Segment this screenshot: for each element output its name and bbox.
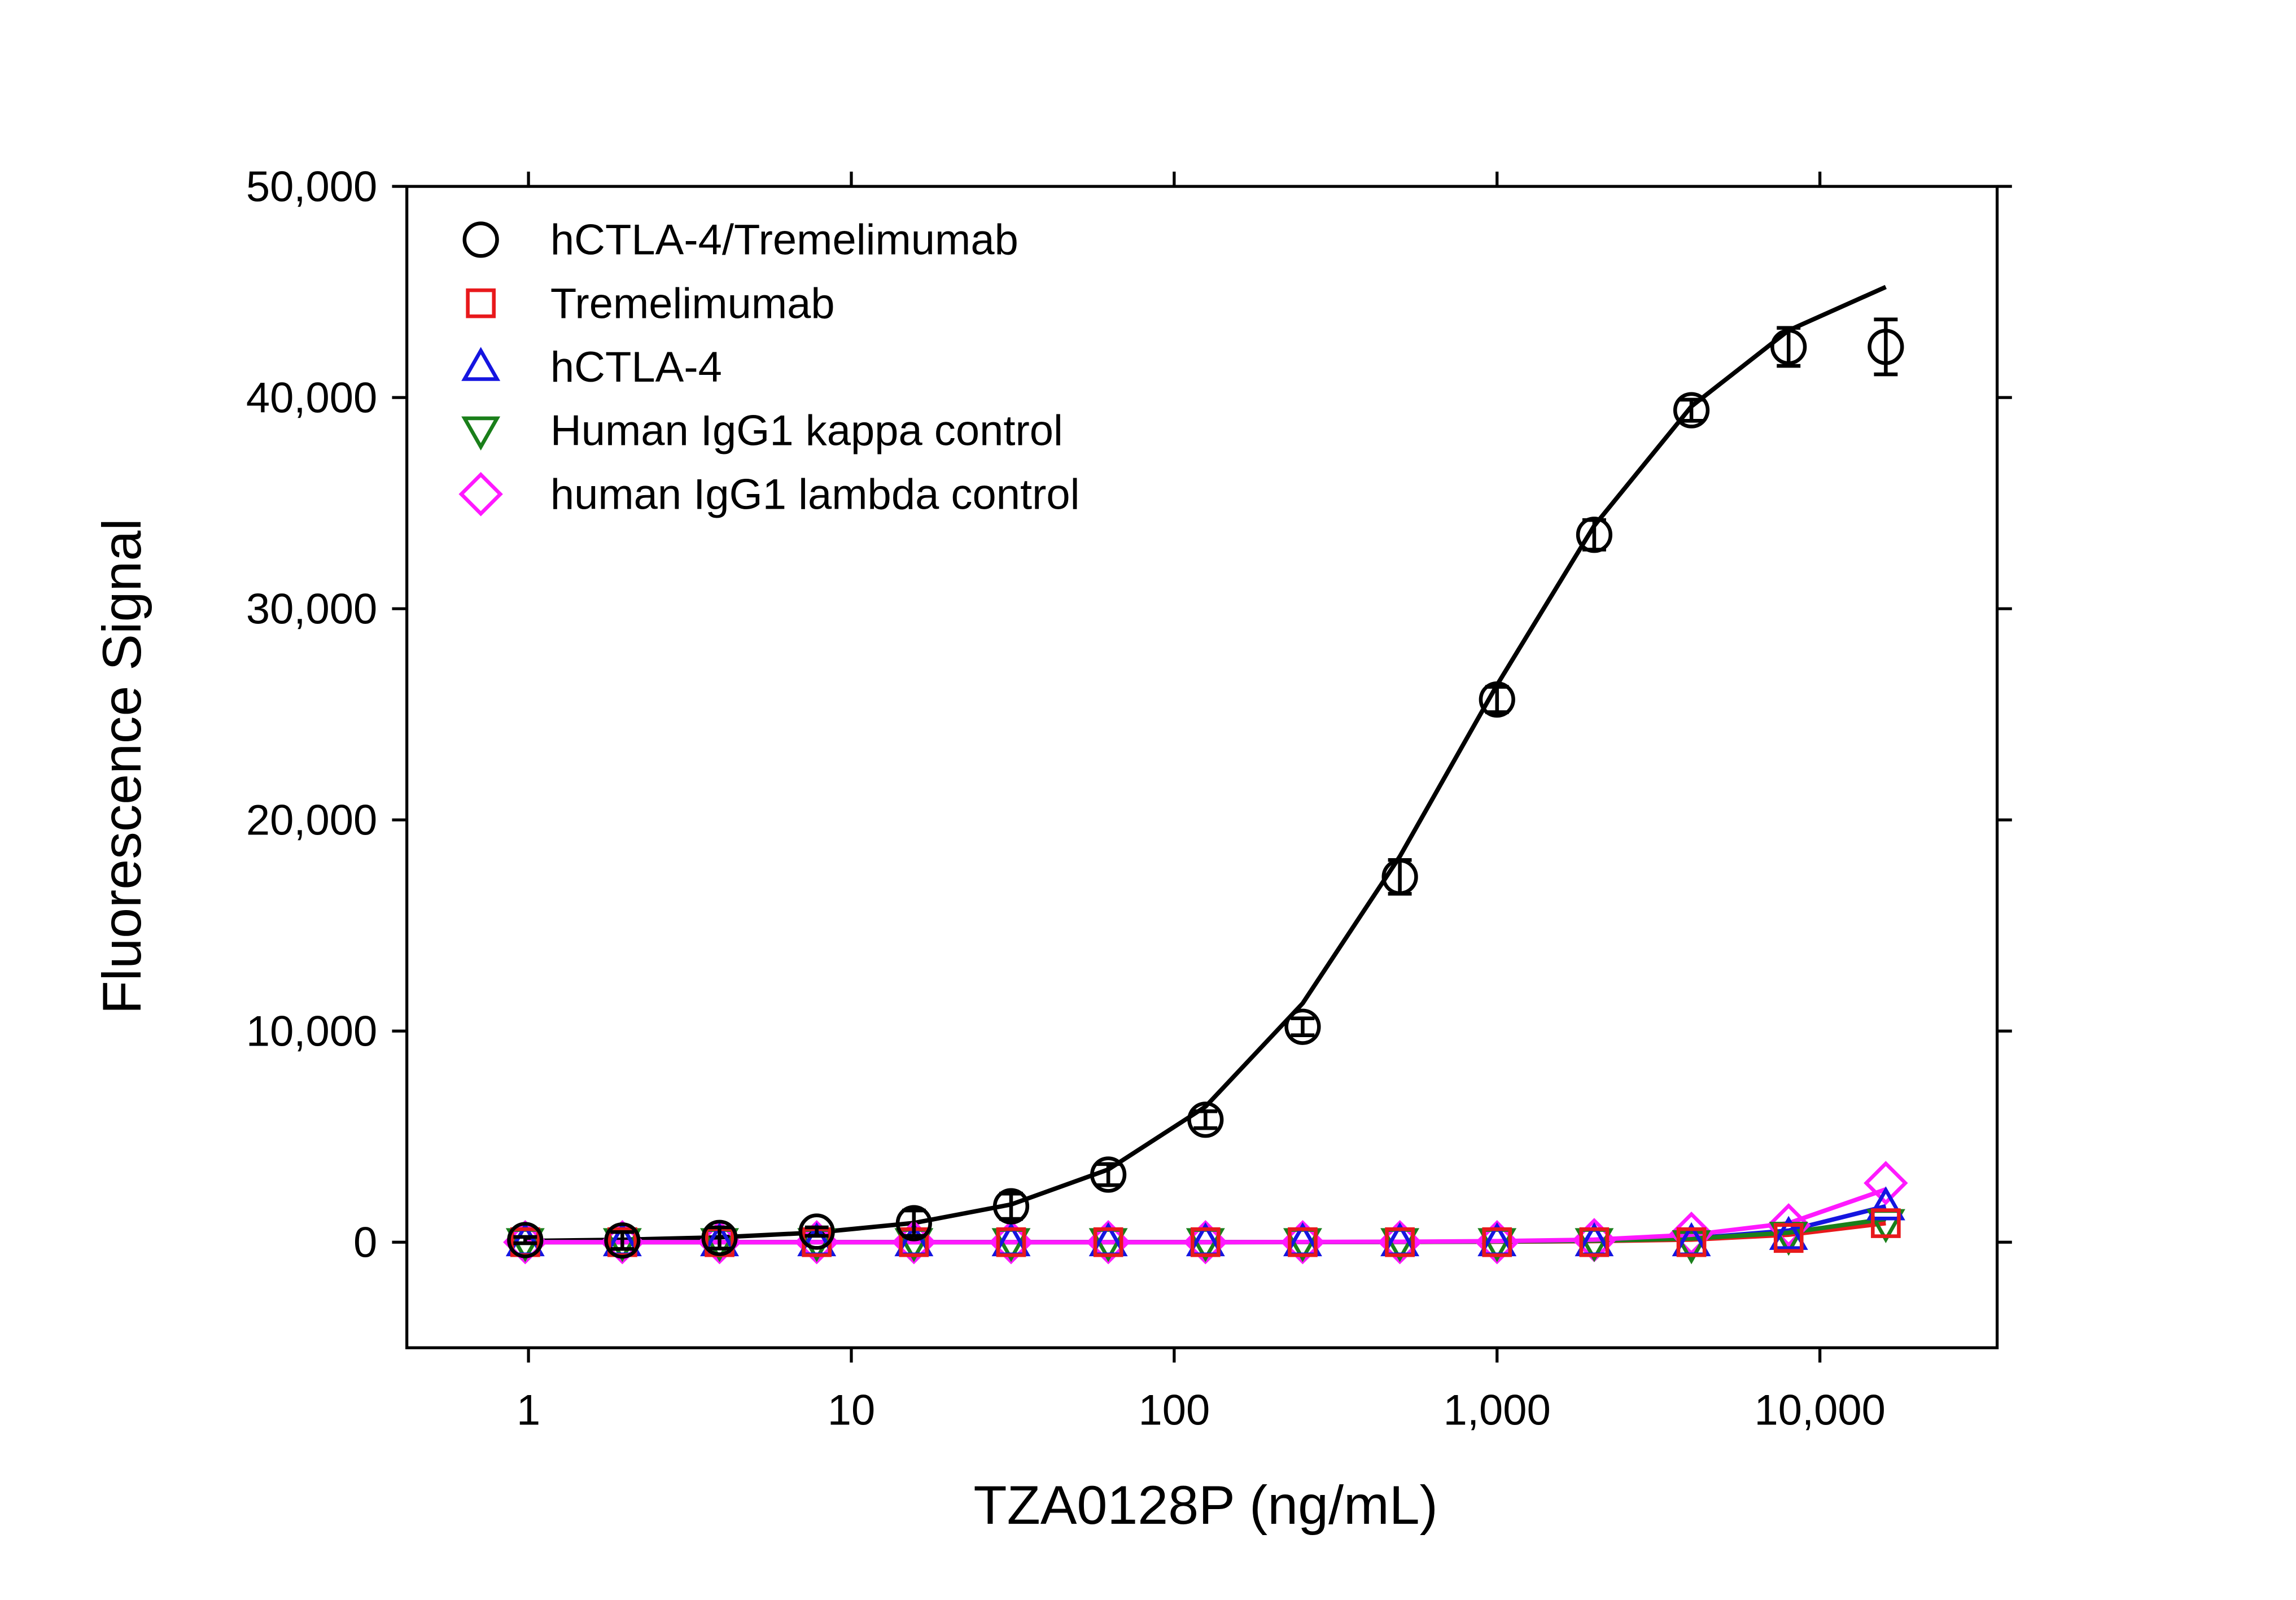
marker [1866,1186,1905,1221]
error-bar [1680,397,1704,423]
error-bar [1193,1109,1218,1130]
marker [1766,1203,1811,1248]
x-tick-label: 1,000 [1444,1386,1551,1434]
marker [1773,1223,1804,1253]
x-tick-label: 1 [517,1386,540,1434]
marker [1385,1227,1415,1257]
error-bar [1874,317,1898,377]
marker [1576,517,1613,553]
error-bar [707,1225,732,1251]
x-tick-label: 10 [828,1386,876,1434]
marker [1190,1227,1221,1257]
marker [1672,1230,1711,1265]
marker [458,472,503,517]
marker [992,1188,1030,1225]
marker [604,1222,641,1259]
error-bar [1291,1016,1315,1037]
legend-label: hCTLA-4/Tremelimumab [550,216,1018,264]
marker [1673,392,1710,429]
y-tick-label: 30,000 [246,585,377,633]
marker [1479,681,1515,718]
marker [996,1227,1026,1257]
marker [1093,1227,1123,1257]
legend-label: human IgG1 lambda control [550,470,1080,518]
legend-label: Human IgG1 kappa control [550,407,1063,455]
y-tick-label: 10,000 [246,1007,377,1055]
x-tick-label: 10,000 [1754,1386,1885,1434]
marker [1288,1227,1318,1257]
marker [1871,1208,1901,1238]
marker [466,288,496,318]
error-bar [610,1230,635,1251]
marker [607,1227,637,1257]
marker [1381,859,1418,895]
fit-line [525,1187,1887,1245]
marker [1770,329,1807,365]
marker [1769,1216,1808,1250]
fit-line [525,285,1887,1243]
marker [1676,1227,1707,1257]
error-bar [513,1235,537,1245]
y-tick-label: 50,000 [246,163,377,211]
marker [1090,1156,1127,1193]
marker [461,347,501,381]
marker [461,416,501,451]
plot-frame [405,185,1999,1349]
error-bar [804,1225,829,1238]
error-bar [1777,326,1801,368]
y-tick-label: 0 [353,1218,377,1266]
marker [1482,1227,1512,1257]
marker [895,1205,932,1241]
marker [462,221,499,258]
marker [1284,1008,1321,1045]
marker [507,1222,544,1258]
x-tick-label: 100 [1139,1386,1210,1434]
y-tick-label: 40,000 [246,374,377,422]
marker [798,1213,835,1250]
y-tick-label: 20,000 [246,796,377,844]
x-axis-title: TZA0128P (ng/mL) [973,1474,1438,1536]
error-bar [1096,1162,1121,1187]
marker [1579,1227,1610,1257]
marker [701,1219,738,1256]
y-axis-title: Fluorescence Signal [91,518,152,1014]
marker [1864,1161,1908,1205]
marker [1868,329,1904,365]
marker [1187,1101,1224,1138]
legend-label: hCTLA-4 [550,343,722,391]
marker [899,1227,929,1257]
legend-label: Tremelimumab [550,279,835,327]
